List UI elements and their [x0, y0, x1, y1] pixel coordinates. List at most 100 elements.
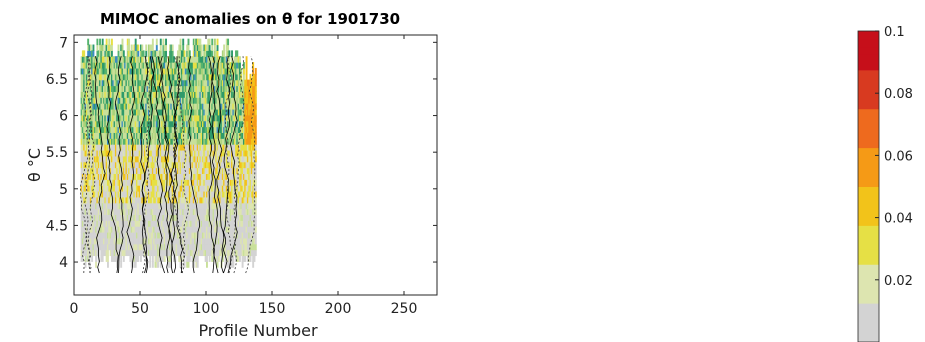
heatmap-cell — [187, 108, 190, 116]
heatmap-cell — [140, 120, 142, 128]
heatmap-cell — [92, 214, 95, 221]
heatmap-cell — [121, 67, 124, 75]
heatmap-cell — [206, 196, 208, 204]
heatmap-cell — [202, 108, 204, 116]
heatmap-cell — [176, 138, 179, 145]
heatmap-cell — [221, 50, 224, 57]
heatmap-cell — [145, 73, 148, 81]
heatmap-cell — [209, 103, 212, 110]
heatmap-cell — [151, 220, 154, 227]
heatmap-cell — [113, 73, 116, 81]
heatmap-cell — [186, 161, 189, 169]
heatmap-cell — [179, 56, 182, 63]
heatmap-cell — [179, 73, 182, 81]
heatmap-cell — [138, 179, 141, 186]
heatmap-cell — [196, 144, 199, 151]
heatmap-cell — [84, 167, 87, 175]
heatmap-cell — [212, 226, 215, 233]
heatmap-cell — [225, 120, 228, 128]
heatmap-cell — [221, 149, 224, 157]
heatmap-cell — [182, 196, 185, 204]
heatmap-cell — [163, 149, 166, 157]
heatmap-cell — [206, 144, 208, 151]
heatmap-cell — [151, 249, 154, 257]
heatmap-cell — [223, 173, 226, 180]
heatmap-cell — [116, 173, 119, 180]
heatmap-cell — [117, 155, 120, 163]
heatmap-cell — [91, 243, 94, 251]
heatmap-cell — [202, 249, 204, 257]
heatmap-cell — [231, 243, 233, 251]
heatmap-cell — [188, 167, 191, 175]
heatmap-cell — [199, 97, 202, 104]
heatmap-cell — [198, 196, 200, 204]
heatmap-cell — [207, 114, 210, 122]
heatmap-cell — [211, 138, 214, 145]
heatmap-cell — [80, 138, 83, 145]
heatmap-cell — [157, 173, 160, 180]
heatmap-cell — [200, 50, 203, 57]
heatmap-cell — [116, 138, 119, 145]
heatmap-cell — [195, 155, 198, 163]
heatmap-cell — [150, 167, 153, 175]
heatmap-cell — [224, 202, 227, 210]
heatmap-cell — [147, 138, 150, 145]
heatmap-cell — [224, 103, 227, 110]
heatmap-cell — [191, 126, 194, 134]
heatmap-cell — [162, 149, 165, 157]
heatmap-cell — [217, 214, 220, 221]
heatmap-cell — [134, 220, 137, 227]
heatmap-cell — [112, 85, 115, 92]
heatmap-cell — [231, 214, 233, 221]
heatmap-cell — [130, 161, 133, 169]
heatmap-cell — [92, 232, 95, 239]
heatmap-cell — [237, 138, 240, 145]
heatmap-cell — [199, 132, 202, 139]
heatmap-cell — [104, 144, 107, 151]
heatmap-cell — [113, 120, 116, 128]
heatmap-cell — [204, 126, 207, 134]
heatmap-cell — [167, 196, 170, 204]
heatmap-cell — [200, 103, 203, 110]
heatmap-cell — [150, 220, 153, 227]
heatmap-cell — [237, 120, 240, 128]
heatmap-cell — [236, 214, 239, 221]
heatmap-cell — [176, 161, 179, 169]
heatmap-cell — [112, 144, 115, 151]
heatmap-cell — [174, 232, 177, 239]
heatmap-cell — [213, 138, 216, 145]
heatmap-cell — [171, 126, 174, 134]
heatmap-cell — [183, 79, 186, 87]
heatmap-cell — [239, 196, 241, 204]
heatmap-cell — [137, 237, 140, 245]
heatmap-cell — [198, 103, 200, 110]
heatmap-cell — [158, 91, 161, 98]
heatmap-cell — [228, 185, 231, 192]
heatmap-cell — [167, 85, 170, 92]
heatmap-cell — [85, 202, 88, 210]
heatmap-cell — [171, 138, 174, 145]
heatmap-cell — [109, 161, 112, 169]
heatmap-cell — [138, 220, 141, 227]
heatmap-cell — [117, 120, 120, 128]
heatmap-cell — [116, 191, 119, 198]
heatmap-cell — [150, 161, 153, 169]
heatmap-cell — [149, 149, 152, 157]
heatmap-cell — [170, 144, 173, 151]
heatmap-cell — [179, 185, 182, 192]
heatmap-cell — [97, 214, 100, 221]
heatmap-cell — [105, 126, 108, 134]
heatmap-cell — [239, 161, 241, 169]
heatmap-cell — [192, 249, 195, 257]
heatmap-cell — [187, 149, 190, 157]
heatmap-cell — [211, 220, 214, 227]
heatmap-cell — [228, 149, 231, 157]
heatmap-cell — [180, 185, 183, 192]
heatmap-cell — [136, 79, 138, 87]
heatmap-cell — [211, 237, 214, 245]
heatmap-cell — [215, 62, 218, 69]
heatmap-cell — [241, 149, 244, 157]
heatmap-cell — [116, 62, 119, 69]
heatmap-cell — [122, 149, 125, 157]
contour-line — [208, 56, 219, 274]
